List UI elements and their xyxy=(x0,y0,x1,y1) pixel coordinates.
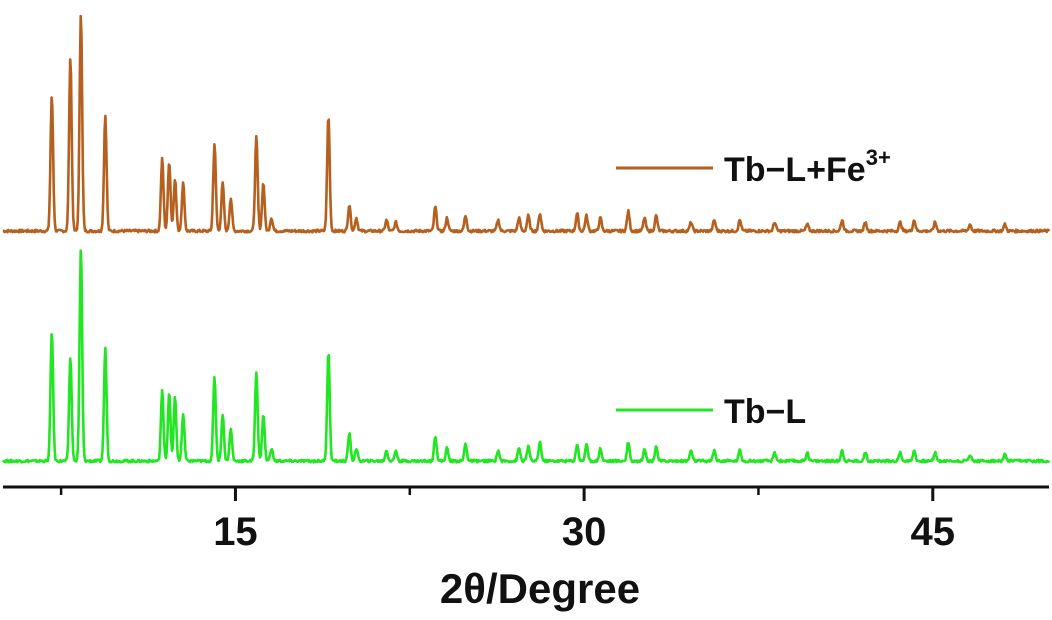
x-axis: 15 30 45 xyxy=(3,485,1049,554)
traces-group xyxy=(1,14,1051,464)
x-tick-label: 45 xyxy=(911,510,956,554)
legend-label-superscript: 3+ xyxy=(866,145,891,170)
legend: Tb−L+Fe3+ Tb−L xyxy=(616,145,891,431)
x-axis-title: 2θ/Degree xyxy=(440,565,640,612)
legend-label-2: Tb−L xyxy=(724,393,806,431)
legend-label-main: Tb−L+Fe xyxy=(724,151,866,189)
series-line-1 xyxy=(2,14,1051,234)
legend-label-1: Tb−L+Fe3+ xyxy=(724,145,891,189)
legend-label-main: Tb−L xyxy=(724,393,806,431)
x-tick-label: 30 xyxy=(562,510,607,554)
series-line-2 xyxy=(1,249,1051,464)
x-tick-label: 15 xyxy=(213,510,258,554)
